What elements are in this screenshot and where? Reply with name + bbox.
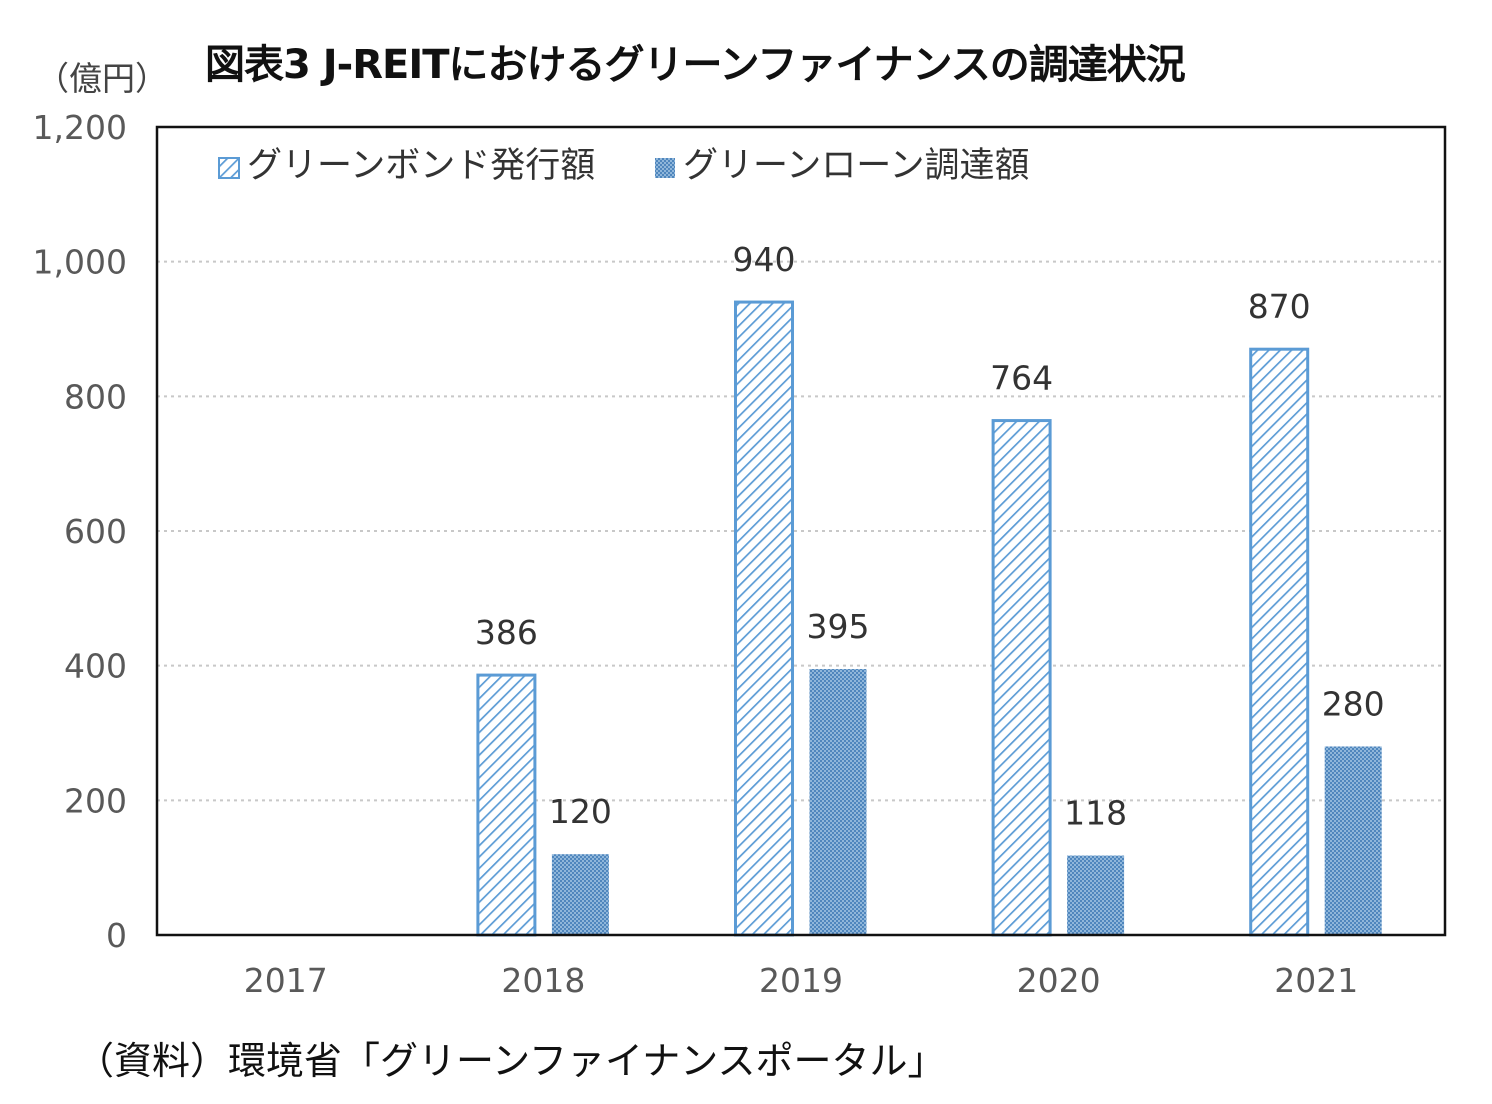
x-tick-label: 2017 xyxy=(244,961,328,1000)
loan-bar xyxy=(1324,746,1382,935)
y-tick-label: 1,200 xyxy=(33,108,127,147)
legend-label-loan: グリーンローン調達額 xyxy=(683,146,1030,186)
data-label: 120 xyxy=(549,792,612,831)
legend-label-bond: グリーンボンド発行額 xyxy=(247,146,595,186)
x-tick-label: 2018 xyxy=(501,961,585,1000)
source-note: （資料）環境省「グリーンファイナンスポータル」 xyxy=(76,1039,946,1083)
x-tick-label: 2021 xyxy=(1274,961,1358,1000)
bond-bar xyxy=(1249,347,1310,937)
y-tick-label: 600 xyxy=(64,512,127,551)
y-tick-label: 0 xyxy=(106,916,127,955)
chart-title: 図表3 J-REITにおけるグリーンファイナンスの調達状況 xyxy=(205,42,1186,88)
y-tick-label: 200 xyxy=(64,781,127,820)
y-tick-label: 400 xyxy=(64,647,127,686)
bond-bar xyxy=(734,300,794,937)
x-tick-label: 2019 xyxy=(759,961,843,1000)
bond-bar xyxy=(991,419,1052,937)
loan-bar xyxy=(1067,855,1125,935)
loan-bar xyxy=(551,854,609,935)
data-label: 870 xyxy=(1248,287,1311,326)
data-label: 386 xyxy=(475,613,538,652)
y-tick-label: 800 xyxy=(64,377,127,416)
plot-area-frame xyxy=(155,125,1447,937)
loan-bar xyxy=(809,669,867,935)
legend-swatch-loan xyxy=(655,158,675,178)
x-tick-label: 2020 xyxy=(1017,961,1101,1000)
data-label: 118 xyxy=(1064,794,1127,833)
data-label: 940 xyxy=(733,240,796,279)
y-axis-unit-label: （億円） xyxy=(36,59,168,98)
bond-bar xyxy=(476,673,537,937)
data-label: 280 xyxy=(1322,684,1385,723)
legend-swatch-bond xyxy=(218,157,240,179)
legend: グリーンボンド発行額 グリーンローン調達額 xyxy=(218,146,1030,186)
data-label: 395 xyxy=(807,607,870,646)
y-tick-label: 1,000 xyxy=(33,243,127,282)
data-label: 764 xyxy=(990,359,1053,398)
